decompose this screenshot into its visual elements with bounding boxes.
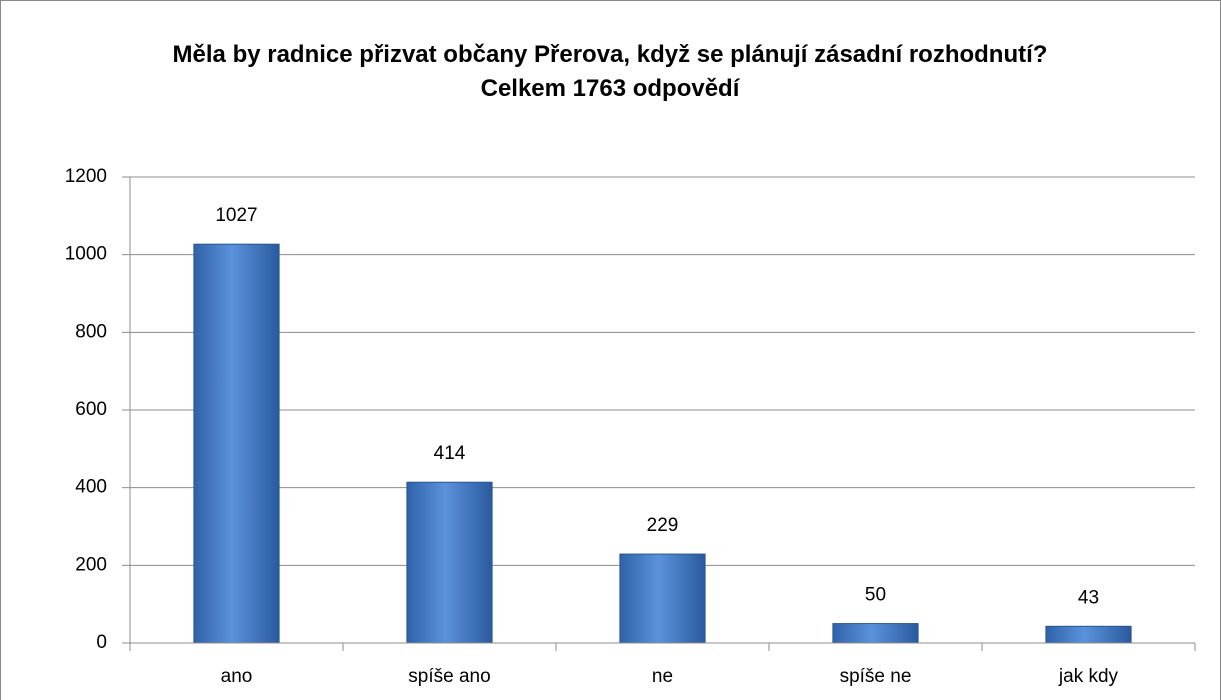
data-label: 50 xyxy=(865,585,886,606)
chart-title: Měla by radnice přizvat občany Přerova, … xyxy=(172,41,1048,102)
bar xyxy=(619,553,706,644)
data-label: 414 xyxy=(434,443,466,464)
data-label: 229 xyxy=(647,515,679,536)
y-tick-label: 400 xyxy=(75,477,107,498)
x-tick-label: spíše ne xyxy=(840,666,912,687)
bar xyxy=(832,623,919,644)
y-tick-label: 600 xyxy=(75,399,107,420)
bar xyxy=(406,481,493,644)
data-label: 1027 xyxy=(215,205,257,226)
bar xyxy=(193,243,280,644)
x-tick-label: ne xyxy=(652,666,673,687)
x-tick-label: ano xyxy=(221,666,253,687)
data-label: 43 xyxy=(1078,587,1099,608)
y-tick-label: 200 xyxy=(75,554,107,575)
x-tick-label: spíše ano xyxy=(408,666,490,687)
y-tick-label: 800 xyxy=(75,321,107,342)
x-tick-label: jak kdy xyxy=(1058,666,1119,687)
y-tick-label: 1200 xyxy=(65,166,107,187)
bar xyxy=(1045,625,1132,644)
y-tick-label: 0 xyxy=(96,632,107,653)
y-tick-label: 1000 xyxy=(65,244,107,265)
